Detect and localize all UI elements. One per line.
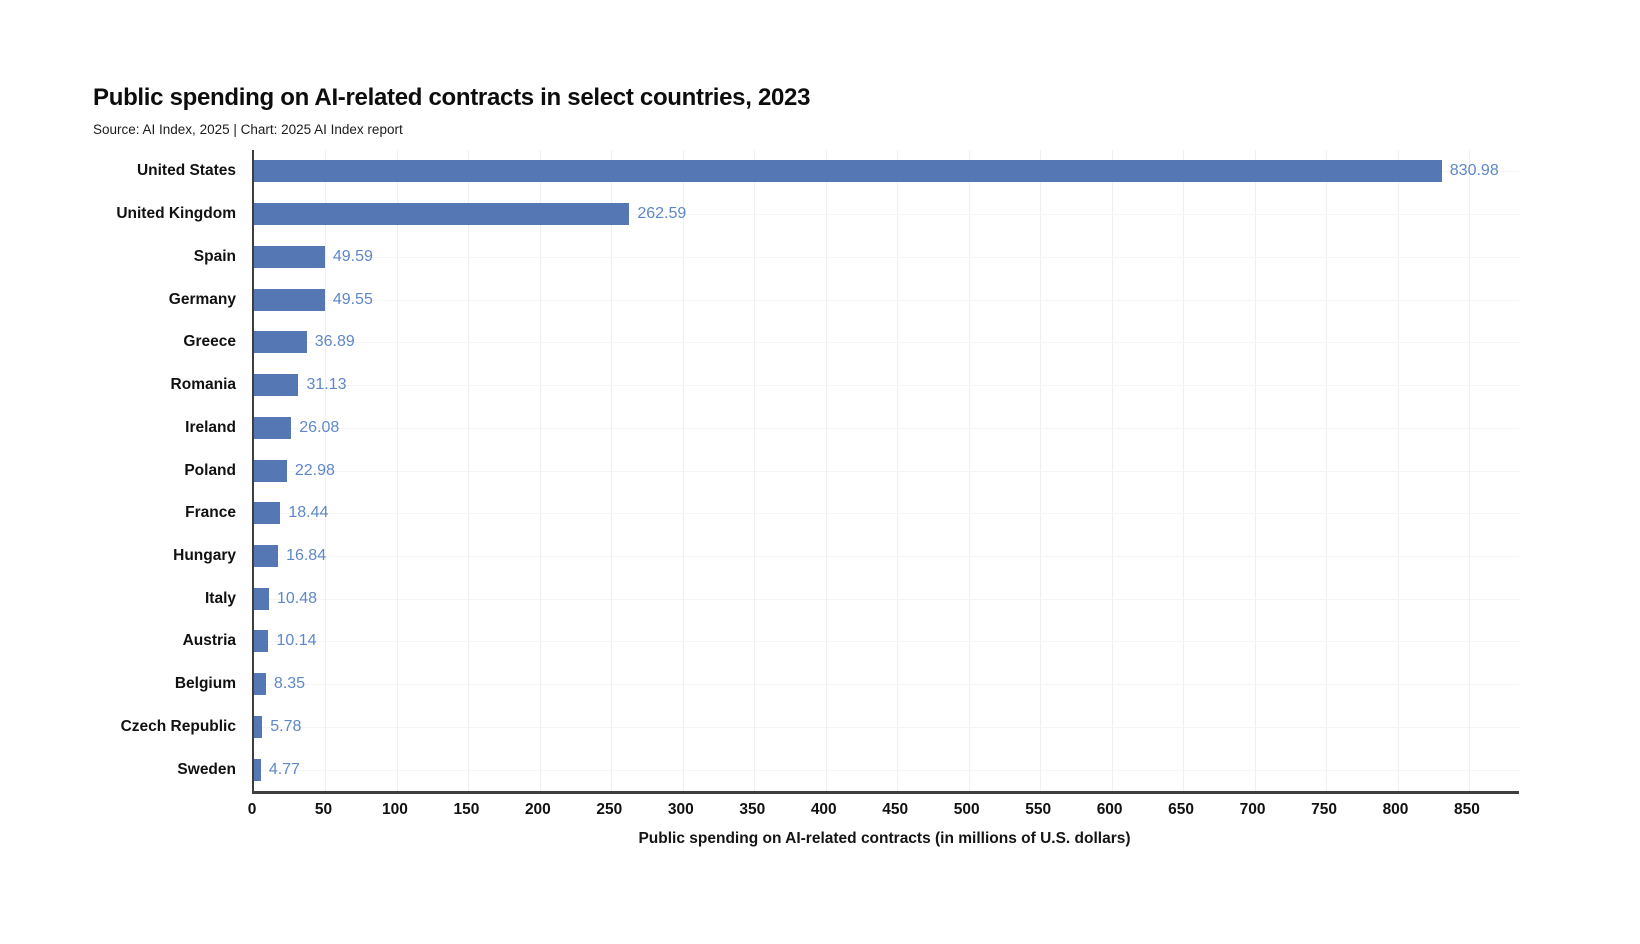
- gridline-horizontal: [254, 385, 1519, 387]
- value-label: 22.98: [294, 461, 335, 479]
- bar-belgium: [254, 673, 266, 696]
- gridline-horizontal: [254, 641, 1519, 643]
- category-label: Romania: [170, 376, 236, 394]
- gridline-horizontal: [254, 299, 1519, 301]
- bar-united-states: [254, 160, 1442, 183]
- gridline-horizontal: [254, 427, 1519, 429]
- gridline-horizontal: [254, 598, 1519, 600]
- category-label: Czech Republic: [120, 717, 236, 735]
- gridline-horizontal: [254, 726, 1519, 728]
- bar-poland: [254, 459, 287, 482]
- value-label: 49.55: [332, 290, 373, 308]
- value-label: 10.14: [276, 632, 317, 650]
- bar-romania: [254, 374, 299, 397]
- value-label: 10.48: [276, 589, 318, 607]
- x-tick-label: 850: [1454, 801, 1480, 818]
- category-label: France: [185, 504, 236, 522]
- bar-germany: [254, 288, 325, 311]
- x-tick-label: 450: [882, 801, 909, 818]
- gridline-horizontal: [254, 256, 1519, 258]
- category-label: Hungary: [173, 546, 236, 564]
- value-label: 8.35: [273, 675, 306, 693]
- value-label: 830.98: [1449, 162, 1499, 180]
- category-label: United Kingdom: [116, 205, 236, 223]
- x-tick-label: 0: [247, 801, 257, 818]
- bar-sweden: [254, 758, 261, 781]
- category-label: United States: [136, 162, 236, 180]
- x-tick-label: 800: [1382, 801, 1409, 818]
- value-label: 5.78: [270, 717, 302, 735]
- category-label: Greece: [183, 333, 236, 351]
- category-label: Sweden: [177, 760, 236, 778]
- category-label: Italy: [204, 589, 236, 607]
- gridline-horizontal: [254, 555, 1519, 557]
- x-tick-label: 150: [453, 801, 480, 818]
- chart-source-note: Source: AI Index, 2025 | Chart: 2025 AI …: [93, 122, 403, 137]
- x-tick-label: 650: [1168, 801, 1195, 818]
- gridline-horizontal: [254, 342, 1519, 344]
- value-label: 49.59: [332, 247, 373, 265]
- x-tick-label: 750: [1311, 801, 1337, 818]
- x-tick-label: 50: [314, 801, 333, 818]
- x-axis-tick-labels: 0 50 100 150 200 250 300 350 400 450 500 550 600 650 7…: [248, 801, 1517, 825]
- bar-italy: [254, 587, 269, 610]
- gridline-horizontal: [254, 214, 1519, 216]
- category-label: Belgium: [174, 675, 236, 693]
- value-label: 36.89: [314, 333, 355, 351]
- chart-title: Public spending on AI-related contracts …: [93, 84, 811, 111]
- category-label: Germany: [168, 290, 236, 308]
- bar-czech-republic: [254, 715, 263, 738]
- x-tick-label: 100: [382, 801, 408, 818]
- x-tick-label: 200: [524, 801, 551, 818]
- bar-greece: [254, 331, 307, 354]
- bar-austria: [254, 630, 269, 653]
- category-label: Spain: [193, 247, 236, 265]
- value-label: 31.13: [306, 376, 347, 394]
- x-tick-label: 700: [1239, 801, 1266, 818]
- value-label: 26.08: [299, 418, 340, 436]
- value-label: 4.77: [268, 760, 300, 778]
- category-label: Poland: [184, 461, 236, 479]
- category-label: Ireland: [185, 418, 236, 436]
- gridline-horizontal: [254, 769, 1519, 771]
- x-tick-label: 400: [810, 801, 837, 818]
- x-tick-label: 250: [596, 801, 623, 818]
- bar-france: [254, 502, 281, 525]
- gridline-horizontal: [254, 684, 1519, 686]
- value-label: 16.84: [286, 546, 327, 564]
- x-tick-label: 300: [667, 801, 694, 818]
- bar-hungary: [254, 544, 279, 567]
- value-label: 18.44: [288, 504, 329, 522]
- x-axis-title: Public spending on AI-related contracts …: [638, 830, 1131, 847]
- gridline-horizontal: [254, 470, 1519, 472]
- x-tick-label: 600: [1096, 801, 1123, 818]
- x-tick-label: 350: [739, 801, 766, 818]
- gridline-horizontal: [254, 513, 1519, 515]
- x-tick-label: 550: [1025, 801, 1052, 818]
- category-label: Austria: [182, 632, 236, 650]
- value-label: 262.59: [637, 205, 687, 223]
- bar-united-kingdom: [254, 203, 630, 226]
- bar-spain: [254, 245, 325, 268]
- bar-ireland: [254, 416, 292, 439]
- plot-area: 830.98 262.59 49.59 49.55 36.89 31.13 26.08 22.…: [252, 150, 1519, 794]
- y-axis-category-labels: United States United Kingdom Spain Germany G…: [0, 150, 244, 791]
- x-tick-label: 500: [953, 801, 980, 818]
